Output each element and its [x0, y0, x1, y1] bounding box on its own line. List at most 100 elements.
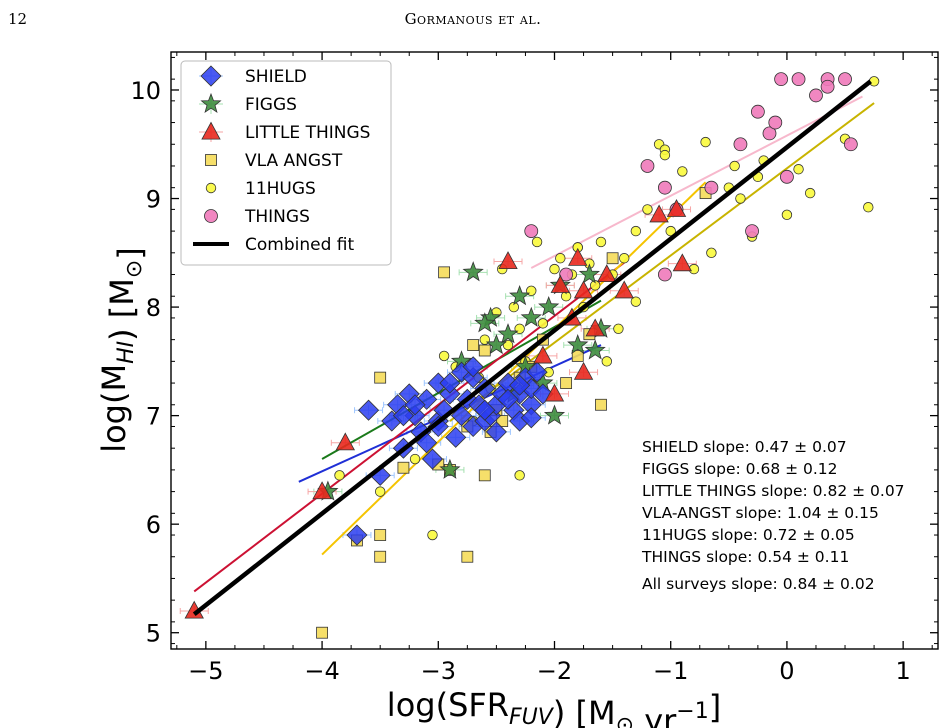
data-point-figgs	[439, 458, 461, 479]
data-point-vla-angst	[467, 339, 480, 351]
fit-line-things	[530, 95, 863, 269]
data-point-11hugs	[659, 149, 671, 161]
data-point-vla-angst	[316, 626, 328, 639]
data-point-11hugs	[868, 76, 880, 87]
data-point-figgs	[584, 339, 606, 360]
data-point-figgs	[567, 333, 589, 355]
x-axis-label: log(SFRFUV) [M⊙ yr−1]	[387, 686, 721, 728]
data-point-little-things	[568, 247, 588, 266]
data-point-figgs	[543, 404, 566, 425]
data-point-shield	[346, 524, 368, 546]
data-point-little-things	[544, 383, 565, 402]
data-point-shield	[421, 448, 444, 470]
data-point-11hugs	[729, 160, 740, 172]
y-tick-label: 5	[146, 620, 161, 648]
data-point-figgs	[509, 285, 531, 306]
data-point-shield	[462, 367, 484, 389]
data-point-little-things	[666, 199, 687, 217]
data-point-vla-angst	[496, 415, 509, 427]
legend-swatch-shield	[200, 65, 222, 87]
data-point-shield	[462, 356, 484, 378]
data-point-vla-angst	[560, 377, 573, 389]
data-point-vla-angst	[374, 550, 387, 563]
data-point-figgs	[497, 323, 519, 344]
data-point-little-things	[335, 432, 356, 451]
data-point-vla-angst	[606, 252, 619, 265]
x-axis-label-part: yr	[634, 702, 677, 728]
slope-annotation: VLA-ANGST slope: 1.04 ± 0.15	[642, 504, 879, 522]
data-point-11hugs	[514, 470, 525, 481]
slope-annotation: 11HUGS slope: 0.72 ± 0.05	[642, 526, 855, 544]
data-point-shield	[445, 426, 467, 448]
data-point-things	[762, 126, 777, 141]
data-point-shield	[439, 383, 461, 405]
data-point-things	[768, 115, 783, 130]
data-point-figgs	[474, 312, 496, 333]
data-point-shield	[357, 399, 380, 421]
data-point-things	[733, 137, 748, 152]
data-point-11hugs	[677, 166, 688, 177]
data-point-11hugs	[334, 470, 345, 481]
data-point-things	[524, 224, 539, 239]
fit-line-little-things	[193, 261, 625, 593]
legend-swatch-11hugs	[205, 182, 217, 194]
y-axis-label: log(MHI) [M⊙]	[95, 247, 149, 453]
data-point-11hugs	[781, 209, 793, 221]
slope-annotation: SHIELD slope: 0.47 ± 0.07	[642, 438, 847, 456]
data-point-11hugs	[531, 236, 543, 248]
data-point-vla-angst	[438, 266, 450, 279]
data-point-shield	[392, 405, 414, 427]
data-point-11hugs	[595, 236, 607, 248]
data-point-11hugs	[735, 193, 746, 204]
data-point-shield	[520, 407, 542, 429]
data-point-11hugs	[804, 187, 816, 199]
data-point-little-things	[550, 275, 571, 293]
legend-swatch-figgs	[200, 92, 222, 114]
running-head: Gormanous et al.	[404, 10, 542, 28]
data-point-11hugs	[700, 136, 711, 148]
data-point-11hugs	[374, 486, 386, 497]
legend-label: THINGS	[244, 207, 310, 227]
data-point-vla-angst	[595, 398, 607, 411]
data-point-things	[640, 159, 655, 173]
data-point-shield	[450, 405, 473, 427]
data-point-shield	[509, 374, 531, 396]
data-point-11hugs	[630, 225, 642, 237]
y-axis-label-part: ⊙	[122, 260, 147, 278]
x-axis-label-part: FUV	[509, 705, 555, 728]
y-tick-label: 9	[146, 186, 161, 214]
data-point-11hugs	[409, 453, 421, 465]
legend-label: SHIELD	[245, 67, 307, 87]
x-tick-label: −2	[537, 657, 572, 685]
data-point-things	[750, 104, 765, 119]
data-point-things	[780, 169, 794, 184]
data-point-11hugs	[549, 263, 560, 275]
y-axis-label-part: ]	[111, 247, 149, 259]
data-point-shield	[404, 394, 426, 416]
data-point-11hugs	[589, 280, 601, 291]
data-point-figgs	[462, 261, 484, 282]
data-point-little-things	[585, 318, 605, 337]
data-point-things	[791, 72, 806, 87]
y-tick-label: 8	[146, 294, 161, 322]
data-point-11hugs	[555, 253, 566, 264]
y-tick-label: 10	[130, 77, 161, 105]
data-point-11hugs	[438, 350, 450, 362]
data-point-little-things	[312, 481, 332, 500]
x-axis-label-part: ]	[709, 688, 721, 726]
slope-annotation: All surveys slope: 0.84 ± 0.02	[642, 575, 875, 593]
data-point-little-things	[573, 280, 594, 299]
data-point-things	[843, 137, 858, 152]
data-point-figgs	[578, 263, 600, 284]
data-point-shield	[497, 388, 519, 410]
legend-label: 11HUGS	[245, 179, 316, 199]
data-point-shield	[485, 421, 507, 443]
data-point-11hugs	[642, 204, 653, 215]
data-point-things	[838, 72, 852, 87]
data-point-things	[745, 224, 759, 239]
y-tick-label: 6	[146, 511, 161, 539]
data-point-11hugs	[508, 301, 520, 313]
x-tick-label: −4	[304, 657, 339, 685]
slope-annotation: LITTLE THINGS slope: 0.82 ± 0.07	[642, 482, 905, 500]
